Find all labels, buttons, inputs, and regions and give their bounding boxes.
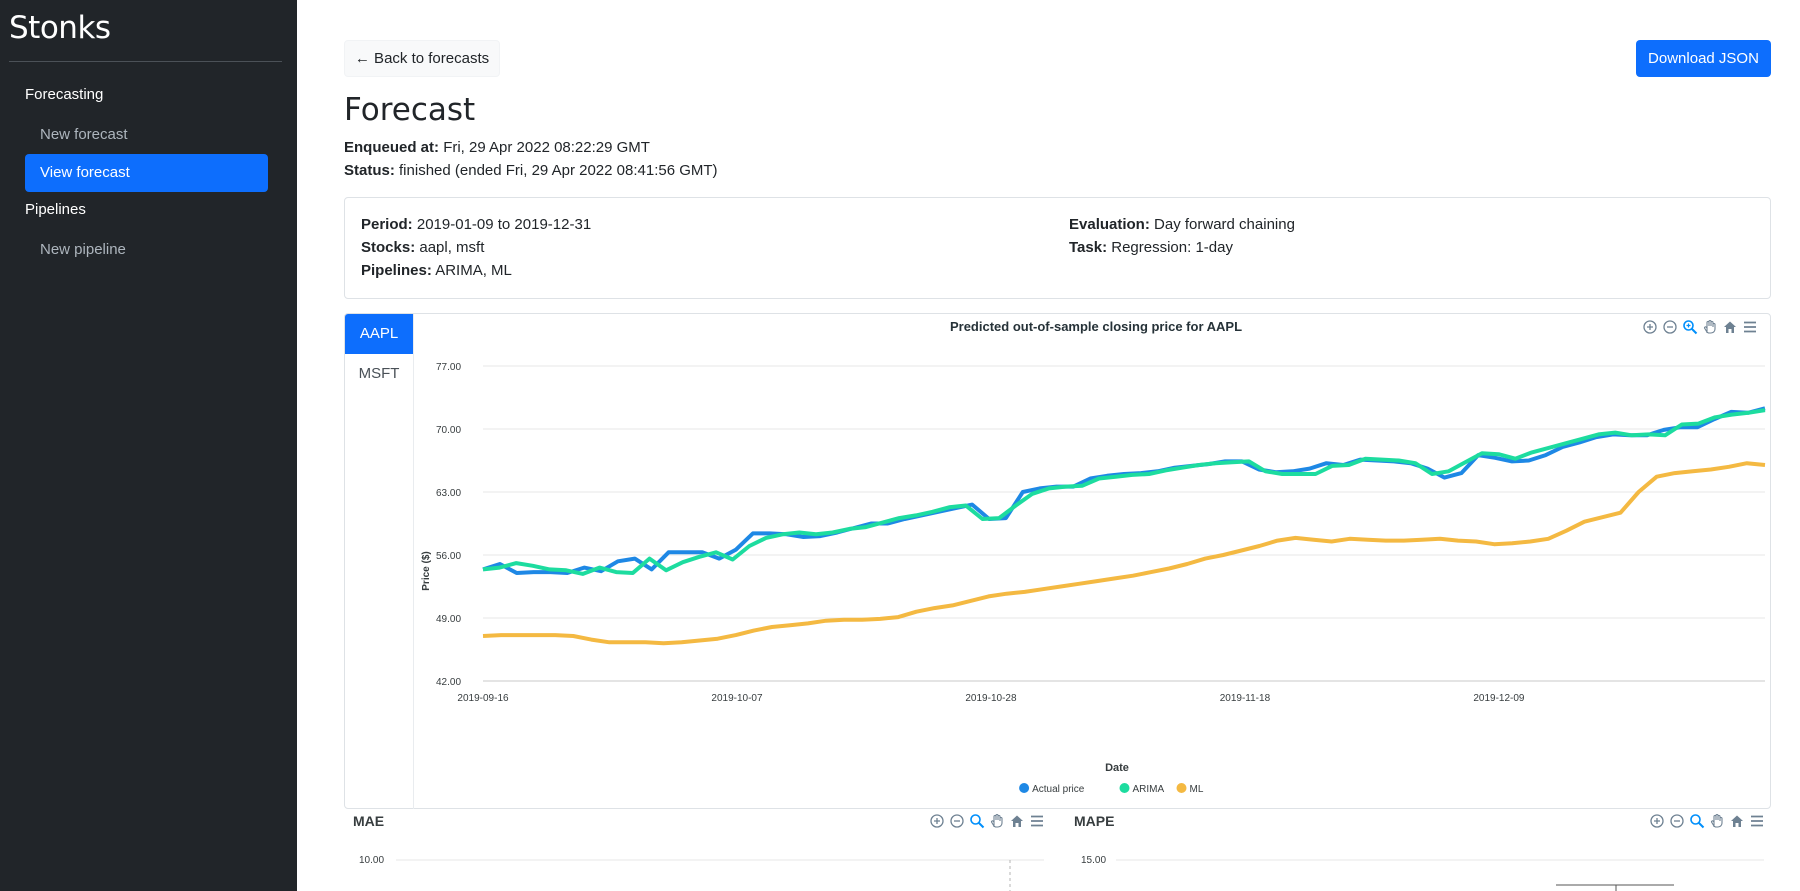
enqueued-label: Enqueued at:	[344, 139, 440, 156]
series-line-arima[interactable]	[482, 408, 1766, 576]
back-to-forecasts-button[interactable]: ← Back to forecasts	[344, 40, 500, 77]
home-reset-icon[interactable]	[1009, 813, 1025, 829]
forecast-info-card: Period: 2019-01-09 to 2019-12-31 Stocks:…	[344, 197, 1771, 299]
download-json-button[interactable]: Download JSON	[1636, 40, 1771, 77]
stocks-info: Stocks: aapl, msft	[361, 239, 484, 256]
price-chart-card: AAPL MSFT Predicted out-of-sample closin…	[344, 313, 1771, 809]
series-line-ml[interactable]	[482, 461, 1766, 646]
zoom-in-icon[interactable]	[1642, 319, 1658, 335]
period-label: Period:	[361, 216, 413, 233]
y-axis-title: Price ($)	[421, 551, 432, 590]
legend-label[interactable]: Actual price	[1032, 784, 1085, 795]
chart-legend: Actual price ARIMA ML	[1019, 783, 1204, 795]
series-line-actual-price[interactable]	[482, 406, 1766, 575]
menu-icon[interactable]	[1749, 813, 1765, 829]
sidebar: Stonks Forecasting New forecast View for…	[0, 0, 297, 891]
legend-label[interactable]: ML	[1190, 784, 1204, 795]
price-line-chart: Predicted out-of-sample closing price fo…	[421, 319, 1766, 795]
tab-aapl[interactable]: AAPL	[345, 314, 413, 354]
pan-hand-icon[interactable]	[1709, 813, 1725, 829]
task-info: Task: Regression: 1-day	[1069, 239, 1233, 256]
status-value: finished (ended Fri, 29 Apr 2022 08:41:5…	[399, 162, 718, 179]
evaluation-value: Day forward chaining	[1154, 216, 1295, 233]
stocks-value: aapl, msft	[419, 239, 485, 256]
page-title: Forecast	[344, 92, 476, 128]
mae-chart-toolbar	[929, 813, 1045, 829]
legend-label[interactable]: ARIMA	[1133, 784, 1165, 795]
status-line: Status: finished (ended Fri, 29 Apr 2022…	[344, 162, 718, 179]
x-tick-label: 2019-12-09	[1473, 693, 1525, 704]
x-tick-label: 2019-11-18	[1220, 693, 1271, 704]
mae-chart: 10.00	[359, 855, 1044, 891]
mae-chart-title: MAE	[353, 813, 385, 829]
pipelines-value: ARIMA, ML	[435, 262, 512, 279]
mape-chart: 15.00	[1081, 855, 1764, 891]
evaluation-label: Evaluation:	[1069, 216, 1150, 233]
x-axis-title: Date	[1105, 762, 1129, 774]
menu-icon[interactable]	[1029, 813, 1045, 829]
nav-item-new-pipeline[interactable]: New pipeline	[40, 241, 126, 258]
y-tick-label: 56.00	[436, 551, 461, 562]
zoom-in-icon[interactable]	[1649, 813, 1665, 829]
y-tick-label: 70.00	[436, 425, 461, 436]
mape-ytick: 15.00	[1081, 855, 1106, 866]
y-tick-label: 42.00	[436, 677, 461, 688]
home-reset-icon[interactable]	[1722, 319, 1738, 335]
brand-divider	[9, 61, 282, 62]
y-tick-label: 77.00	[436, 362, 461, 373]
y-tick-label: 49.00	[436, 614, 461, 625]
mape-chart-toolbar	[1649, 813, 1765, 829]
zoom-out-icon[interactable]	[1662, 319, 1678, 335]
zoom-out-icon[interactable]	[1669, 813, 1685, 829]
selection-zoom-icon[interactable]	[1682, 319, 1698, 335]
pipelines-info: Pipelines: ARIMA, ML	[361, 262, 512, 279]
nav-item-view-forecast[interactable]: View forecast	[25, 154, 268, 192]
mape-chart-title: MAPE	[1074, 813, 1115, 829]
main-chart-toolbar	[1642, 319, 1758, 335]
status-label: Status:	[344, 162, 395, 179]
tab-divider	[413, 314, 414, 809]
tab-msft[interactable]: MSFT	[358, 365, 400, 382]
pipelines-label: Pipelines:	[361, 262, 432, 279]
nav-section-forecasting: Forecasting	[25, 86, 104, 103]
nav-section-pipelines: Pipelines	[25, 201, 86, 218]
legend-marker[interactable]	[1019, 783, 1030, 793]
y-tick-label: 63.00	[436, 488, 461, 499]
selection-zoom-icon[interactable]	[969, 813, 985, 829]
zoom-in-icon[interactable]	[929, 813, 945, 829]
period-value: 2019-01-09 to 2019-12-31	[416, 216, 592, 233]
chart-title: Predicted out-of-sample closing price fo…	[950, 319, 1242, 334]
evaluation-info: Evaluation: Day forward chaining	[1069, 216, 1295, 233]
nav-item-new-forecast[interactable]: New forecast	[40, 126, 128, 143]
menu-icon[interactable]	[1742, 319, 1758, 335]
selection-zoom-icon[interactable]	[1689, 813, 1705, 829]
zoom-out-icon[interactable]	[949, 813, 965, 829]
legend-marker[interactable]	[1176, 783, 1187, 793]
enqueued-value: Fri, 29 Apr 2022 08:22:29 GMT	[443, 139, 650, 156]
brand-logo[interactable]: Stonks	[9, 10, 111, 46]
x-tick-label: 2019-10-07	[711, 693, 763, 704]
mae-ytick: 10.00	[359, 855, 384, 866]
legend-marker[interactable]	[1119, 783, 1130, 793]
enqueued-line: Enqueued at: Fri, 29 Apr 2022 08:22:29 G…	[344, 139, 650, 156]
period-info: Period: 2019-01-09 to 2019-12-31	[361, 216, 591, 233]
task-label: Task:	[1069, 239, 1108, 256]
task-value: Regression: 1-day	[1111, 239, 1233, 256]
stocks-label: Stocks:	[361, 239, 416, 256]
pan-hand-icon[interactable]	[989, 813, 1005, 829]
x-tick-label: 2019-10-28	[965, 693, 1017, 704]
home-reset-icon[interactable]	[1729, 813, 1745, 829]
x-tick-label: 2019-09-16	[457, 693, 509, 704]
pan-hand-icon[interactable]	[1702, 319, 1718, 335]
